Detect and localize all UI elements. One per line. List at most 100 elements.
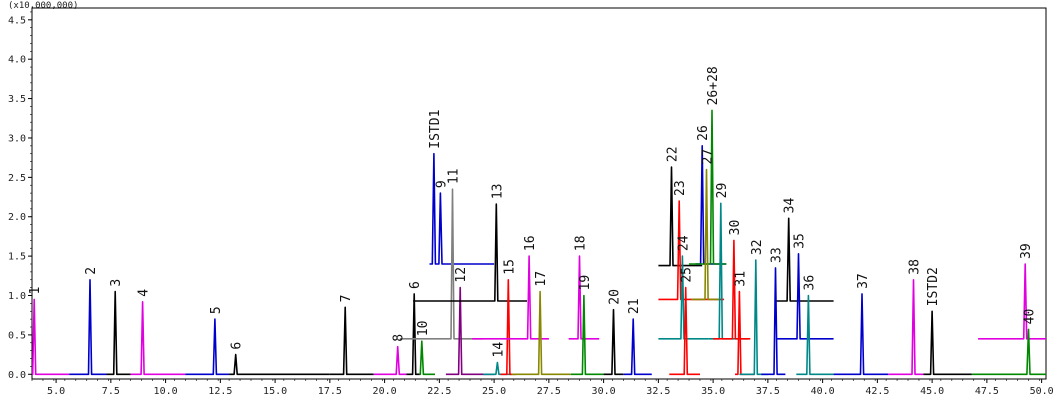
trace-line <box>570 294 604 376</box>
trace-line <box>971 328 1046 376</box>
peak-label: 33 <box>770 247 785 263</box>
peak-label: 5 <box>209 306 224 314</box>
peak-label: 9 <box>434 180 449 188</box>
x-tick-label: 15.0 <box>263 386 287 397</box>
peak-label: 18 <box>574 235 589 251</box>
x-tick-label: 5.0 <box>47 386 65 397</box>
peak-label: 4 <box>137 289 152 297</box>
trace-line <box>923 310 972 376</box>
peak-label: 7 <box>339 294 354 302</box>
trace-line <box>413 203 527 302</box>
peak-label: 1 <box>28 287 43 295</box>
peak-label: 10 <box>416 321 431 337</box>
trace-line <box>500 279 516 376</box>
peak-label: 39 <box>1019 243 1034 259</box>
trace-line <box>429 152 495 265</box>
peak-label: 32 <box>750 239 765 255</box>
peak-label: ISTD2 <box>926 267 941 306</box>
peak-label: 2 <box>84 267 99 275</box>
trace-line <box>373 345 407 376</box>
x-tick-label: 32.5 <box>646 386 670 397</box>
peak-label: 29 <box>715 183 730 199</box>
x-tick-label: 40.0 <box>811 386 835 397</box>
trace-line <box>888 279 924 376</box>
x-tick-label: 37.5 <box>756 386 780 397</box>
trace-line <box>130 301 186 376</box>
peak-label: 20 <box>607 289 622 305</box>
peak-label: 38 <box>908 259 923 275</box>
peak-label: 31 <box>733 271 748 287</box>
peak-label: 8 <box>392 334 407 342</box>
x-tick-label: 42.5 <box>865 386 889 397</box>
trace-line <box>739 259 768 376</box>
trace-line <box>658 255 709 340</box>
trace-line <box>623 318 652 376</box>
plot-frame <box>31 7 1047 380</box>
peak-label: 6 <box>230 342 245 350</box>
peak-label: 35 <box>793 233 808 249</box>
x-tick-label: 50.0 <box>1030 386 1054 397</box>
peak-label: 30 <box>728 220 743 236</box>
trace-line <box>406 293 420 376</box>
peak-label: 13 <box>490 183 505 199</box>
peak-label: 37 <box>856 273 871 289</box>
peak-label: 25 <box>680 267 695 283</box>
trace-line <box>689 109 727 265</box>
trace-line <box>833 293 889 376</box>
x-tick-label: 7.5 <box>102 386 120 397</box>
peak-label: 26 <box>696 125 711 141</box>
y-tick-label: 1.0 <box>8 291 26 302</box>
trace-line <box>568 255 600 340</box>
trace-line <box>31 298 70 376</box>
peak-label: 14 <box>491 342 506 358</box>
trace-line <box>761 267 786 376</box>
trace-line <box>399 188 484 340</box>
peak-labels: 12345678610ISTD1911121314151617181920212… <box>28 66 1037 357</box>
x-tick-label: 25.0 <box>482 386 506 397</box>
peak-label: 24 <box>676 235 691 251</box>
x-tick-label: 45.0 <box>920 386 944 397</box>
y-tick-label: 4.5 <box>8 15 26 26</box>
trace-line <box>329 306 374 376</box>
peak-label: 19 <box>578 275 593 291</box>
y-tick-label: 0.0 <box>8 370 26 381</box>
y-tick-label: 0.5 <box>8 330 26 341</box>
trace-line <box>185 318 230 376</box>
peak-label: 17 <box>534 271 549 287</box>
trace-line <box>735 290 755 376</box>
peak-label: 12 <box>454 267 469 283</box>
x-tick-label: 30.0 <box>592 386 616 397</box>
axes: 5.0 7.5 10.0 12.5 15.0 17.5 20.0 22.5 25.0 27.5 30… <box>8 7 1054 397</box>
y-tick-label: 4.0 <box>8 55 26 66</box>
trace-line <box>419 340 435 376</box>
trace-line <box>603 308 624 376</box>
trace-line <box>776 217 834 302</box>
trace-line <box>978 263 1046 340</box>
y-tick-label: 1.5 <box>8 252 26 263</box>
peak-label: 11 <box>446 169 461 185</box>
peak-label: 36 <box>802 275 817 291</box>
y-tick-label: 2.5 <box>8 173 26 184</box>
trace-line <box>472 255 549 340</box>
y-tick-label: 3.5 <box>8 94 26 105</box>
trace-line <box>511 290 571 376</box>
peak-label: 26+28 <box>706 66 721 105</box>
peak-label: 6 <box>408 281 423 289</box>
x-tick-label: 22.5 <box>427 386 451 397</box>
peak-label: 40 <box>1022 309 1037 325</box>
y-tick-label: 3.0 <box>8 133 26 144</box>
x-tick-label: 47.5 <box>975 386 999 397</box>
y-tick-label: 2.0 <box>8 212 26 223</box>
trace-line <box>776 253 834 340</box>
peak-label: 3 <box>109 279 124 287</box>
x-tick-label: 20.0 <box>373 386 397 397</box>
peak-label: 22 <box>665 146 680 162</box>
peak-label: 34 <box>783 197 798 213</box>
x-tick-label: 27.5 <box>537 386 561 397</box>
trace-line <box>796 294 834 376</box>
trace-line <box>691 168 720 301</box>
peak-label: ISTD1 <box>428 110 443 149</box>
trace-line <box>69 279 107 376</box>
